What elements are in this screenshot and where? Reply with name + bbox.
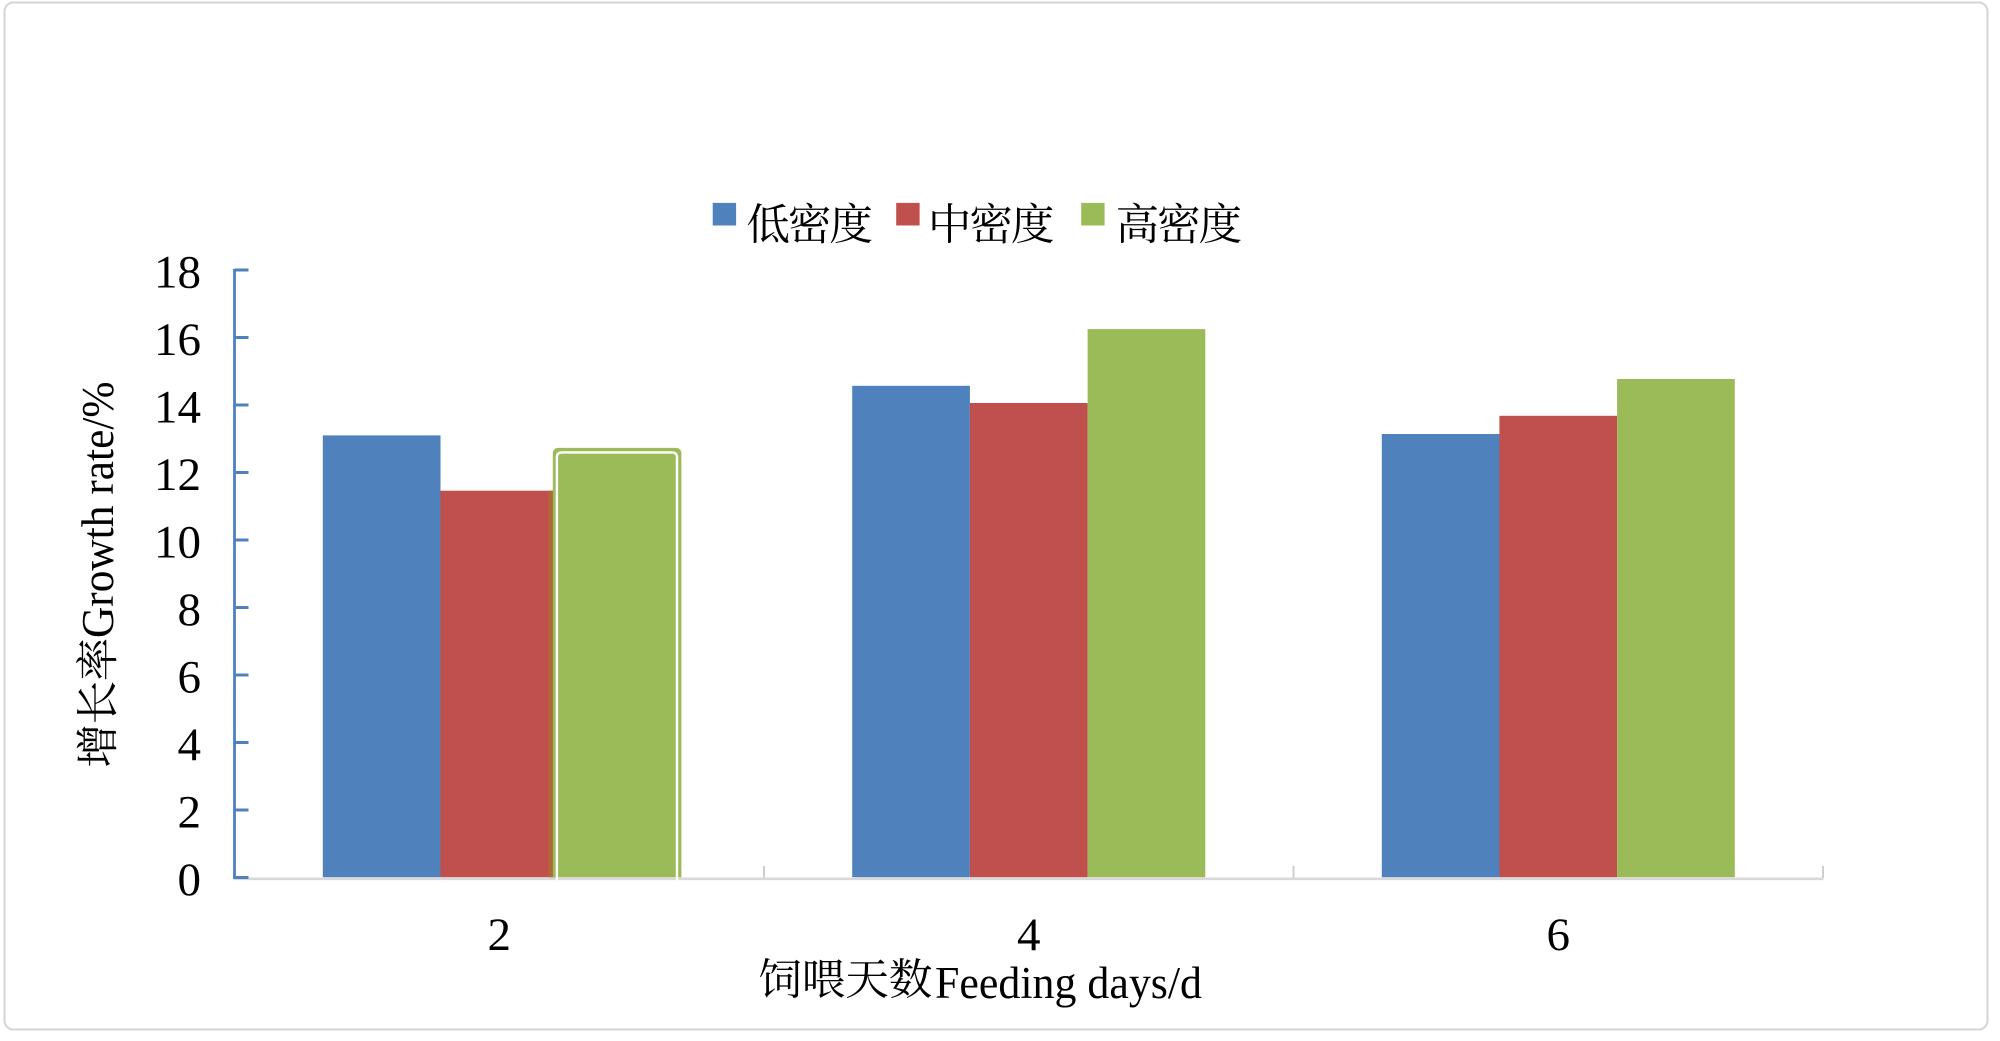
svg-text:12: 12 xyxy=(154,449,201,501)
svg-text:16: 16 xyxy=(154,314,201,366)
svg-text:4: 4 xyxy=(178,719,202,771)
svg-text:14: 14 xyxy=(154,381,201,433)
svg-text:6: 6 xyxy=(1546,909,1570,961)
svg-text:4: 4 xyxy=(1017,909,1041,961)
svg-text:2: 2 xyxy=(487,909,511,961)
svg-text:Growth rate/%: Growth rate/% xyxy=(72,381,123,638)
svg-text:10: 10 xyxy=(154,516,201,568)
svg-text:8: 8 xyxy=(178,584,202,636)
svg-text:18: 18 xyxy=(154,246,201,298)
svg-text:0: 0 xyxy=(178,854,202,906)
svg-text:6: 6 xyxy=(178,651,202,703)
svg-text:Feeding days/d: Feeding days/d xyxy=(935,958,1202,1008)
svg-text:2: 2 xyxy=(178,786,202,838)
